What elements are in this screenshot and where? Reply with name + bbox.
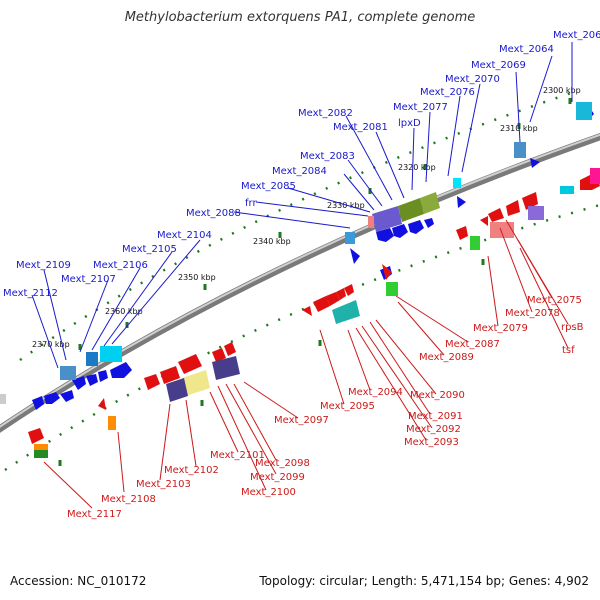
label-Mext_2076: Mext_2076 [420, 87, 475, 98]
label-Mext_2082: Mext_2082 [298, 108, 353, 119]
map-title: Methylobacterium extorquens PA1, complet… [124, 10, 476, 25]
label-Mext_2099: Mext_2099 [250, 472, 305, 483]
accession-text: Accession: NC_010172 [10, 574, 147, 588]
forward-gene-blocks [0, 102, 592, 404]
scale-label-2350: 2350 kbp [178, 273, 216, 282]
label-Mext_2094: Mext_2094 [348, 387, 403, 398]
label-rpsB: rpsB [561, 322, 584, 333]
label-Mext_2077: Mext_2077 [393, 102, 448, 113]
label-Mext_2089: Mext_2089 [419, 352, 474, 363]
label-Mext_2079: Mext_2079 [473, 323, 528, 334]
scale-label-2330: 2330 kbp [327, 201, 365, 210]
label-Mext_2084: Mext_2084 [272, 166, 327, 177]
label-Mext_2106: Mext_2106 [93, 260, 148, 271]
label-lpxD: lpxD [398, 118, 421, 129]
label-Mext_2112: Mext_2112 [3, 288, 58, 299]
scale-label-2300: 2300 kbp [543, 86, 581, 95]
label-Mext_2095: Mext_2095 [320, 401, 375, 412]
label-Mext_2104: Mext_2104 [157, 230, 212, 241]
label-Mext_2070: Mext_2070 [445, 74, 500, 85]
label-Mext_2107: Mext_2107 [61, 274, 116, 285]
label-Mext_2078: Mext_2078 [505, 308, 560, 319]
label-Mext_2097: Mext_2097 [274, 415, 329, 426]
scale-label-2360: 2360 kbp [105, 307, 143, 316]
label-Mext_2105: Mext_2105 [122, 244, 177, 255]
reverse-labels: Mext_2075 Mext_2078 rpsB tsf Mext_2079 M… [67, 295, 584, 520]
label-frr: frr [245, 198, 257, 209]
label-Mext_2064: Mext_2064 [499, 44, 554, 55]
label-Mext_2117: Mext_2117 [67, 509, 122, 520]
scale-label-2340: 2340 kbp [253, 237, 291, 246]
forward-leader-lines [31, 42, 573, 369]
genome-backbone [0, 133, 600, 433]
label-Mext_2063: Mext_2063 [553, 30, 600, 41]
reverse-genes [28, 172, 600, 444]
label-Mext_2090: Mext_2090 [410, 390, 465, 401]
reverse-leader-lines [43, 219, 569, 509]
label-Mext_2088: Mext_2088 [186, 208, 241, 219]
label-Mext_2075: Mext_2075 [527, 295, 582, 306]
label-Mext_2093: Mext_2093 [404, 437, 459, 448]
label-Mext_2085: Mext_2085 [241, 181, 296, 192]
label-Mext_2109: Mext_2109 [16, 260, 71, 271]
label-Mext_2083: Mext_2083 [300, 151, 355, 162]
forward-labels: Mext_2063 Mext_2064 Mext_2069 Mext_2070 … [3, 30, 600, 299]
topology-text: Topology: circular; Length: 5,471,154 bp… [259, 574, 589, 588]
label-Mext_2103: Mext_2103 [136, 479, 191, 490]
label-Mext_2108: Mext_2108 [101, 494, 156, 505]
label-Mext_2098: Mext_2098 [255, 458, 310, 469]
scale-label-2320: 2320 kbp [398, 163, 436, 172]
label-tsf: tsf [562, 345, 575, 356]
label-Mext_2091: Mext_2091 [408, 411, 463, 422]
label-Mext_2102: Mext_2102 [164, 465, 219, 476]
genome-backbone-highlight [0, 133, 600, 428]
label-Mext_2081: Mext_2081 [333, 122, 388, 133]
label-Mext_2101: Mext_2101 [210, 450, 265, 461]
label-Mext_2100: Mext_2100 [241, 487, 296, 498]
scale-label-2370: 2370 kbp [32, 340, 70, 349]
reverse-gene-blocks [34, 168, 600, 458]
label-Mext_2087: Mext_2087 [445, 339, 500, 350]
scale-track-inner [4, 203, 600, 472]
label-Mext_2069: Mext_2069 [471, 60, 526, 71]
label-Mext_2092: Mext_2092 [406, 424, 461, 435]
